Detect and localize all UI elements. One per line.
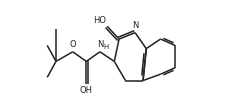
Text: OH: OH bbox=[80, 86, 93, 95]
Text: N: N bbox=[132, 21, 138, 30]
Text: H: H bbox=[104, 44, 109, 50]
Text: O: O bbox=[69, 40, 76, 49]
Text: N: N bbox=[97, 40, 103, 49]
Text: HO: HO bbox=[93, 16, 106, 25]
